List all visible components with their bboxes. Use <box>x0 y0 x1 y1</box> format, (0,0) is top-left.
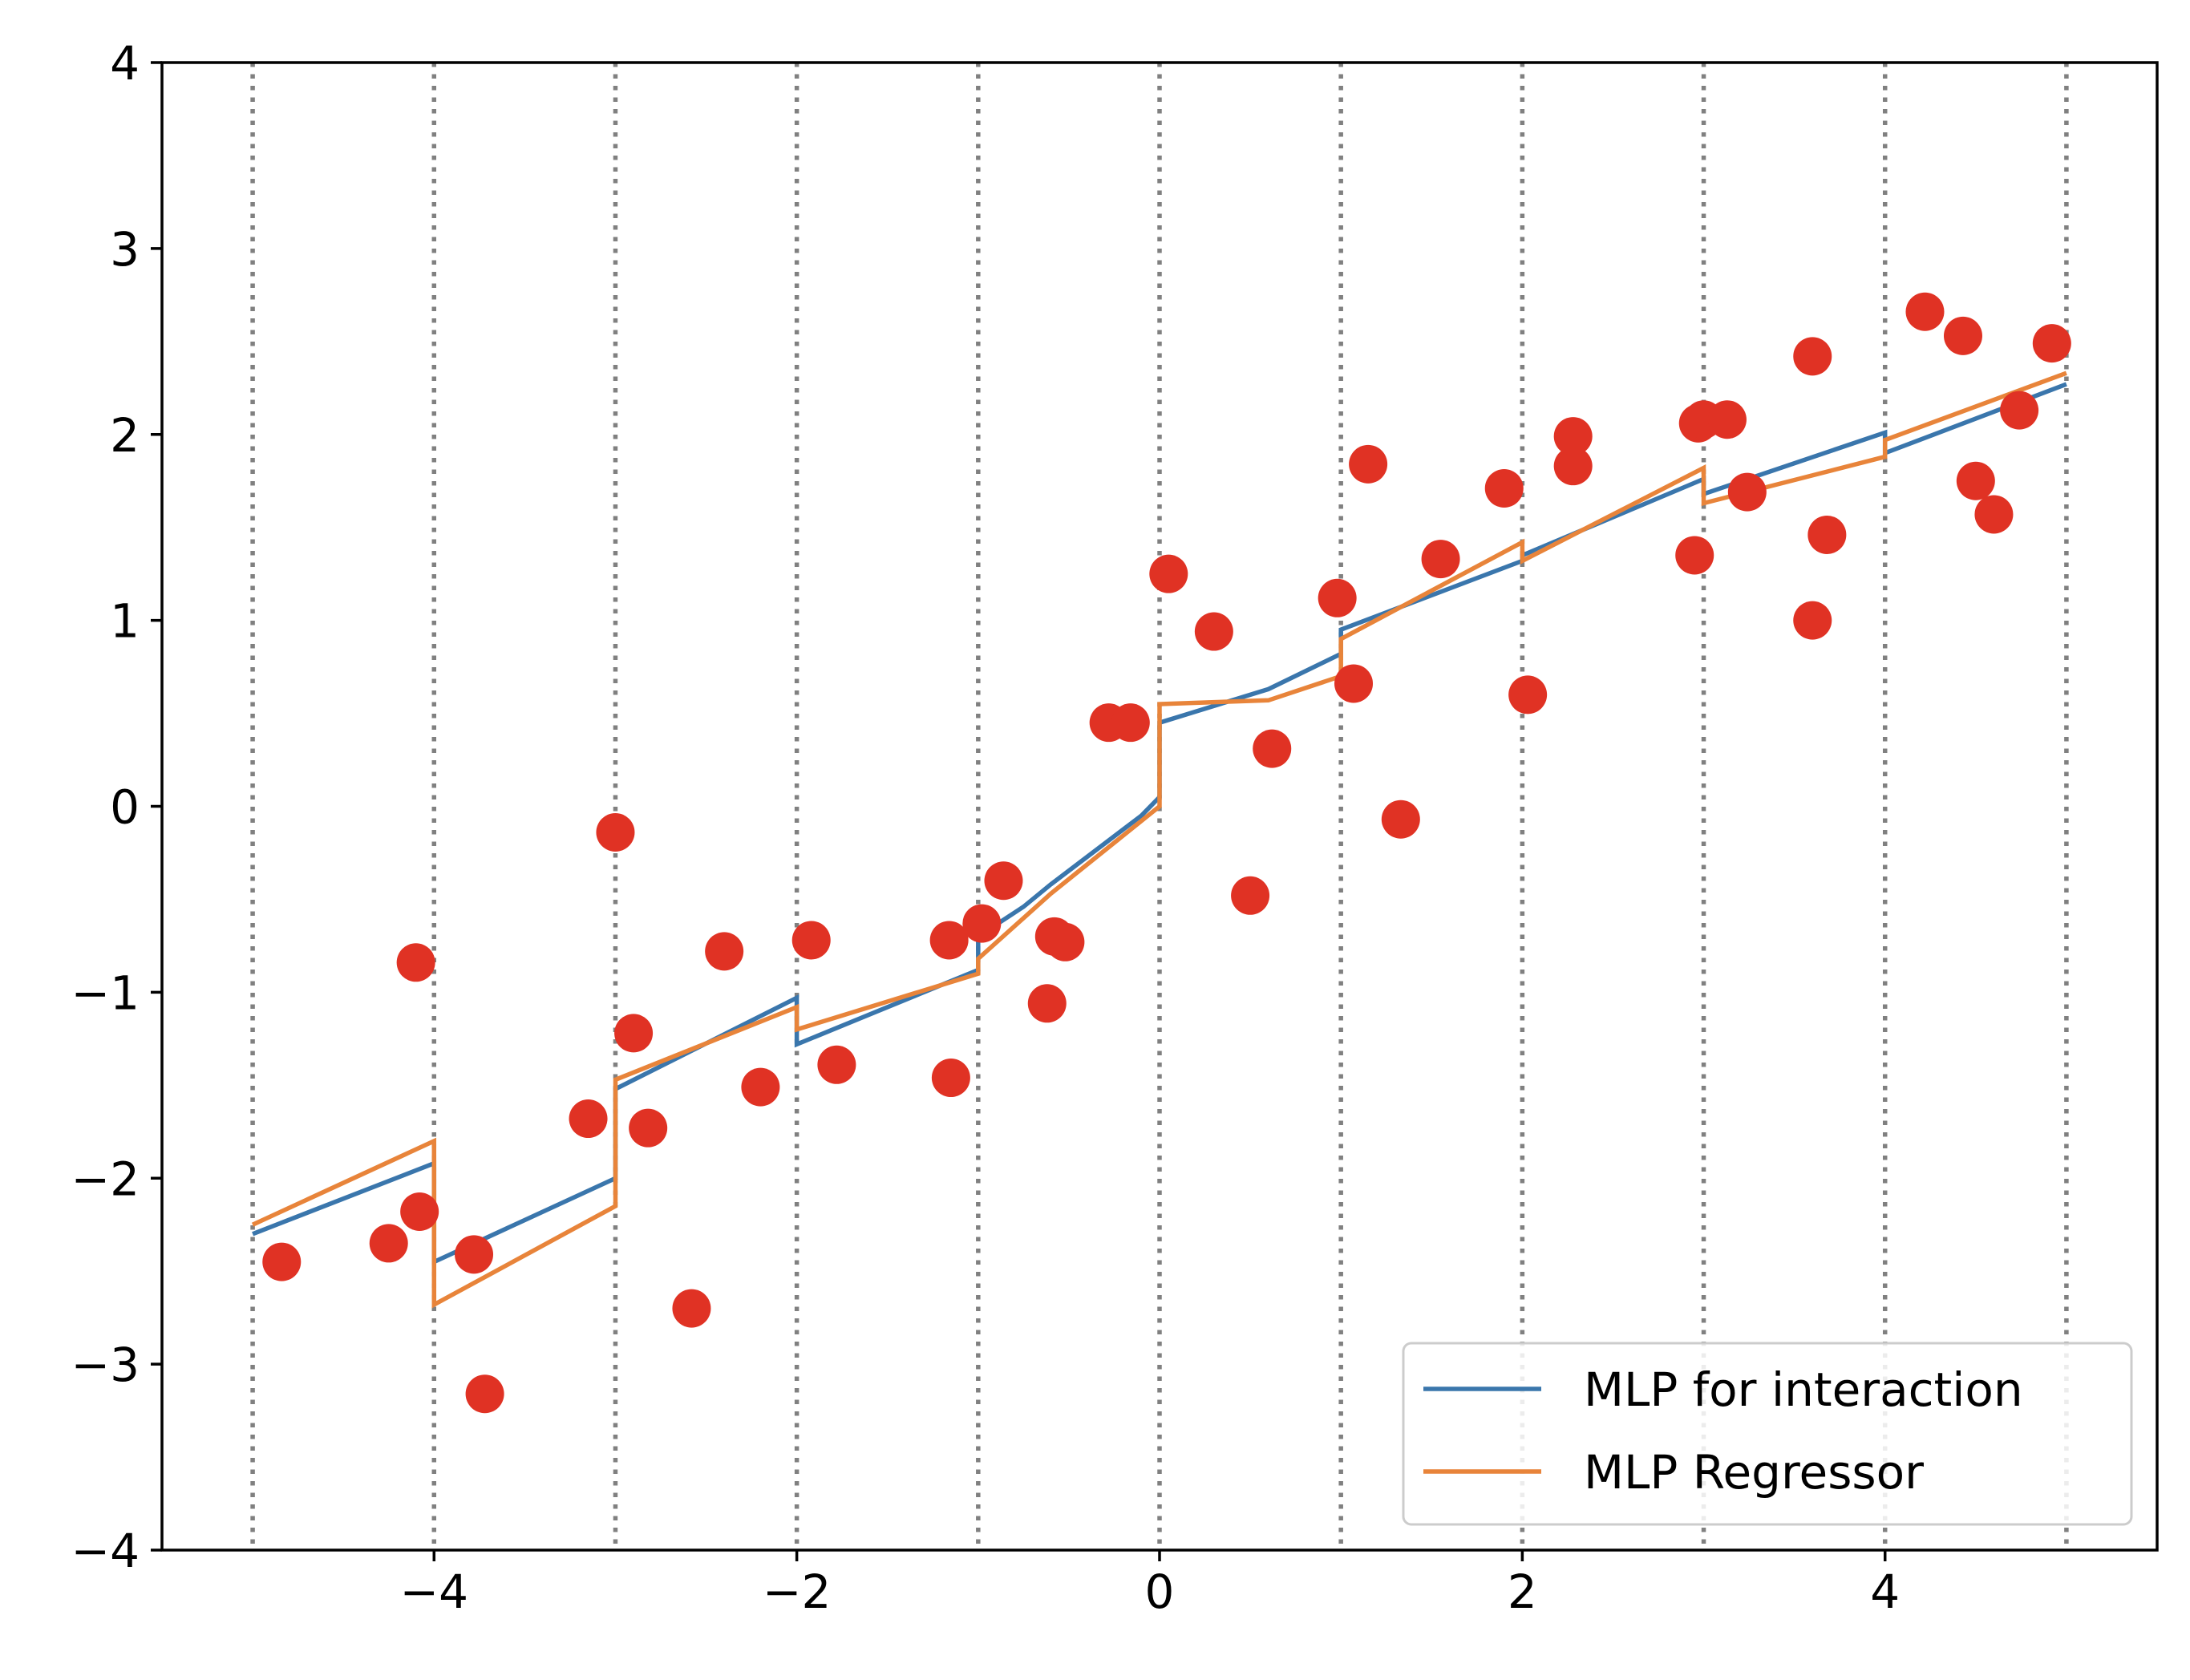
series-line-1 <box>251 370 2067 1309</box>
legend: MLP for interaction MLP Regressor <box>1402 1342 2133 1526</box>
scatter-point <box>2032 324 2071 363</box>
scatter-point <box>741 1067 780 1107</box>
x-tick-label: 4 <box>1870 1565 1900 1619</box>
scatter-point <box>1194 612 1233 651</box>
scatter-point <box>984 861 1023 901</box>
scatter-point <box>929 921 969 960</box>
scatter-point <box>1508 675 1548 715</box>
y-tick-label: 1 <box>110 594 140 649</box>
y-tick-label: −3 <box>71 1338 140 1392</box>
scatter-point <box>629 1108 668 1148</box>
scatter-point <box>1974 495 2014 534</box>
scatter-point <box>1956 461 1995 500</box>
y-tick-label: 4 <box>110 36 140 91</box>
scatter-point <box>1793 601 1832 640</box>
y-tick-label: −2 <box>71 1152 140 1206</box>
vertical-dotted-lines <box>250 63 2069 1550</box>
scatter-point <box>1231 876 1270 915</box>
scatter-point <box>817 1045 856 1084</box>
y-tick-label: 3 <box>110 222 140 277</box>
scatter-point <box>1905 292 1945 331</box>
scatter-point <box>791 921 831 960</box>
scatter-point <box>396 943 435 982</box>
scatter-point <box>455 1235 494 1274</box>
x-tick-label: 0 <box>1145 1565 1175 1619</box>
x-tick-label: 2 <box>1508 1565 1537 1619</box>
scatter-point <box>1318 578 1357 617</box>
scatter-point <box>1707 400 1747 439</box>
scatter-point <box>596 812 635 852</box>
scatter-point <box>262 1242 302 1281</box>
scatter-point <box>1553 447 1593 486</box>
x-tick-label: −2 <box>763 1565 832 1619</box>
scatter-point <box>614 1014 654 1053</box>
scatter-point <box>1334 664 1374 703</box>
scatter-point <box>1381 800 1420 839</box>
scatter-point <box>465 1374 504 1414</box>
scatter-point <box>931 1059 970 1098</box>
y-tick-label: −1 <box>71 965 140 1020</box>
scatter-point <box>1253 729 1292 768</box>
scatter-point <box>1727 472 1767 512</box>
scatter-point <box>1349 444 1388 484</box>
scatter-point <box>962 904 1002 943</box>
scatter-point <box>569 1099 608 1139</box>
series-layer <box>251 292 2071 1414</box>
scatter-point <box>1675 536 1714 575</box>
scatter-point <box>705 932 744 971</box>
scatter-point <box>1943 316 1982 355</box>
scatter-point <box>1807 515 1847 554</box>
legend-label: MLP Regressor <box>1584 1445 1924 1500</box>
legend-label: MLP for interaction <box>1584 1362 2023 1417</box>
scatter-point <box>1553 417 1593 456</box>
scatter-point <box>1793 337 1832 376</box>
scatter-point <box>1111 703 1150 743</box>
scatter-point <box>1027 984 1067 1023</box>
scatter-point <box>1484 468 1524 508</box>
scatter-point <box>369 1224 408 1263</box>
scatter-point <box>400 1192 439 1231</box>
scatter-point <box>1046 922 1085 961</box>
scatter-point <box>672 1289 711 1328</box>
scatter-point <box>1149 554 1188 593</box>
y-tick-label: 2 <box>110 408 140 463</box>
scatter-point <box>2000 391 2039 430</box>
x-tick-label: −4 <box>400 1565 469 1619</box>
y-tick-label: 0 <box>110 780 140 835</box>
axes: −4 −2 0 2 4 −4 −3 −2 −1 0 1 2 3 4 <box>71 36 2159 1619</box>
y-tick-label: −4 <box>71 1524 140 1578</box>
scatter-point <box>1421 540 1460 579</box>
legend-box <box>1402 1342 2133 1526</box>
